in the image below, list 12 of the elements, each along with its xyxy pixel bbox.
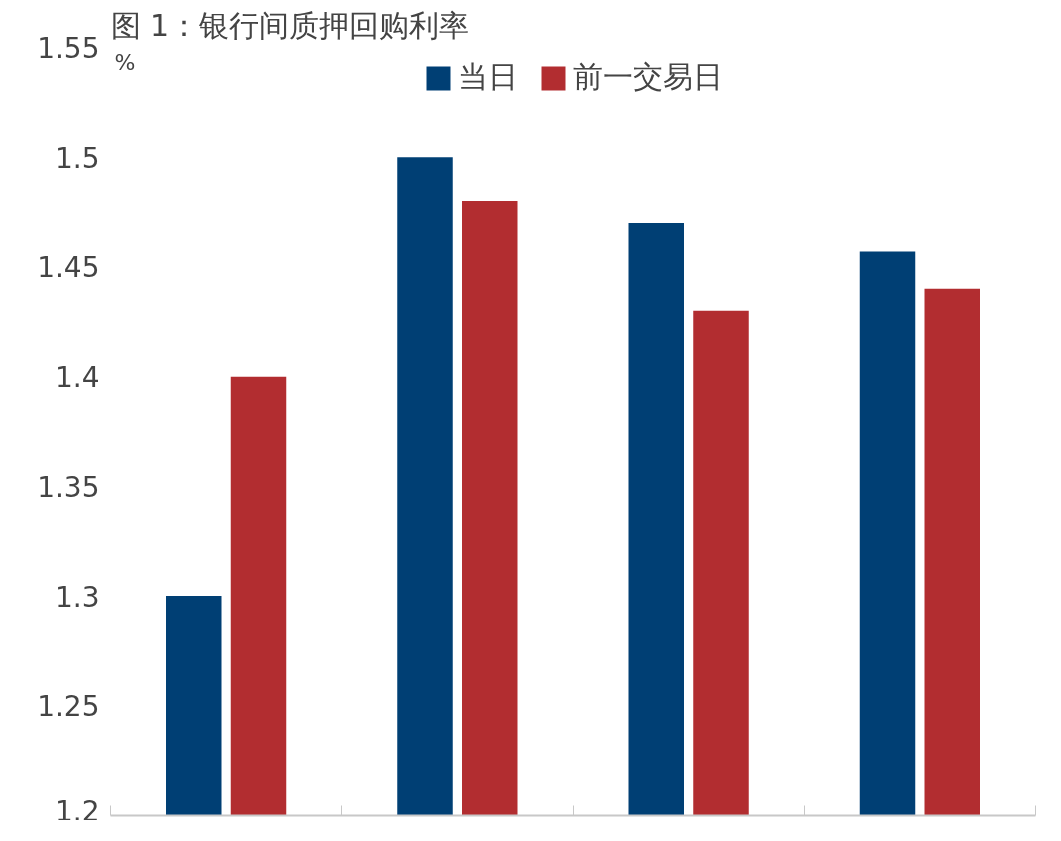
y-axis-title: % <box>114 49 136 75</box>
y-tick-label: 1.5 <box>54 141 100 175</box>
y-tick-label: 1.3 <box>54 580 100 614</box>
legend-label: 前一交易日 <box>572 58 723 96</box>
y-tick-label: 1.55 <box>37 32 100 65</box>
chart-title: 图 1：银行间质押回购利率 <box>110 7 470 43</box>
y-tick-label: 1.25 <box>37 690 100 724</box>
y-tick-label: 1.2 <box>54 794 100 828</box>
y-tick-label: 1.4 <box>54 361 100 395</box>
legend-label: 当日 <box>457 58 518 96</box>
y-tick-label: 1.45 <box>37 251 100 285</box>
y-tick-label: 1.35 <box>37 470 100 504</box>
